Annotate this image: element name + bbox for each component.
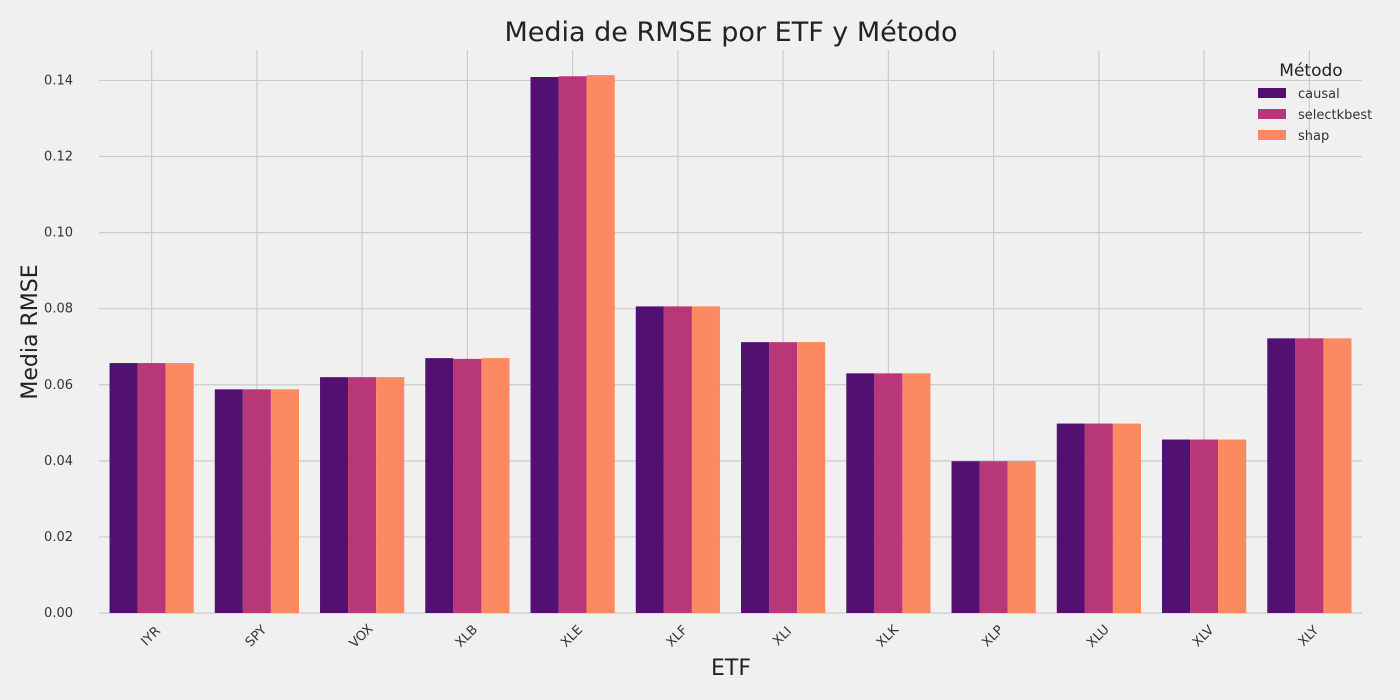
bar-selectkbest-xlb [453, 358, 482, 613]
bar-shap-xlv [1218, 439, 1247, 613]
bar-selectkbest-xle [558, 76, 587, 613]
bar-causal-iyr [109, 363, 138, 613]
y-tick-label: 0.14 [44, 73, 73, 88]
bar-shap-xli [797, 342, 826, 613]
y-axis-label: Media RMSE [18, 264, 43, 399]
y-tick-label: 0.12 [44, 150, 73, 165]
bar-selectkbest-xlp [979, 461, 1008, 613]
legend-swatch-selectkbest [1258, 109, 1286, 119]
legend-label-shap: shap [1298, 129, 1329, 144]
bar-shap-xlf [691, 306, 720, 613]
bar-selectkbest-spy [242, 389, 271, 613]
bar-selectkbest-xli [769, 342, 798, 613]
bar-causal-xlf [635, 306, 664, 613]
bar-causal-xly [1267, 338, 1296, 613]
bar-selectkbest-xlf [663, 306, 692, 613]
bar-shap-xlk [902, 373, 931, 613]
bar-shap-xly [1323, 338, 1352, 613]
bar-causal-vox [320, 377, 349, 613]
y-tick-label: 0.02 [44, 530, 73, 545]
bar-shap-iyr [165, 363, 194, 613]
x-axis-label: ETF [711, 656, 751, 681]
bars-layer [109, 75, 1352, 614]
bar-causal-xlk [846, 373, 875, 613]
bar-causal-xlb [425, 358, 454, 613]
y-tick-label: 0.00 [44, 606, 73, 621]
bar-causal-xlp [951, 461, 980, 613]
bar-causal-xli [741, 342, 770, 613]
y-tick-label: 0.06 [44, 378, 73, 393]
bar-shap-xlb [481, 358, 510, 613]
bar-selectkbest-xly [1295, 338, 1324, 613]
bar-selectkbest-iyr [137, 363, 166, 613]
bar-selectkbest-xlv [1190, 439, 1219, 613]
legend-swatch-causal [1258, 88, 1286, 98]
legend-title: Método [1279, 61, 1342, 81]
bar-shap-xle [586, 75, 615, 614]
bar-causal-xle [530, 77, 559, 613]
y-tick-label: 0.04 [44, 454, 73, 469]
bar-selectkbest-vox [348, 377, 377, 613]
legend-label-selectkbest: selectkbest [1298, 108, 1372, 123]
bar-shap-spy [270, 389, 299, 613]
y-tick-label: 0.10 [44, 226, 73, 241]
chart-title: Media de RMSE por ETF y Método [504, 17, 957, 48]
legend: Método causal selectkbest shap [1258, 61, 1372, 144]
legend-swatch-shap [1258, 130, 1286, 140]
bar-causal-spy [214, 389, 243, 613]
y-tick-label: 0.08 [44, 302, 73, 317]
bar-shap-vox [376, 377, 405, 613]
bar-selectkbest-xlu [1084, 423, 1113, 613]
bar-selectkbest-xlk [874, 373, 903, 613]
bar-shap-xlu [1112, 423, 1141, 613]
bar-causal-xlu [1056, 423, 1085, 613]
bar-causal-xlv [1162, 439, 1191, 613]
bar-shap-xlp [1007, 461, 1036, 613]
legend-label-causal: causal [1298, 87, 1340, 102]
